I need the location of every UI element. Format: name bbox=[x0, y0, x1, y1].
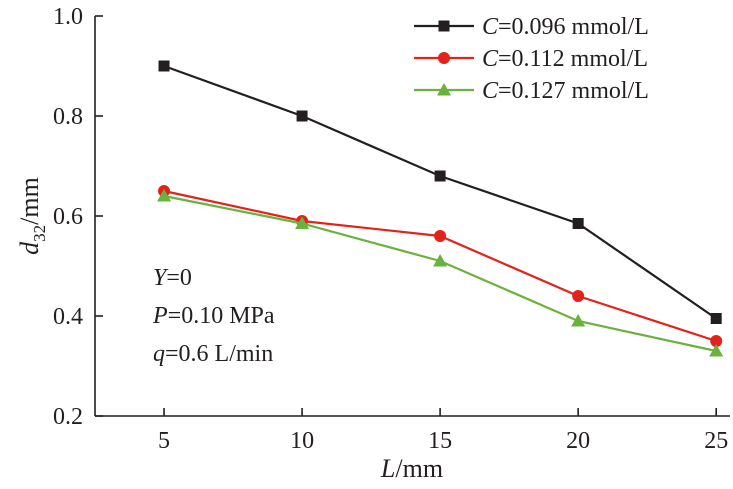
legend-label-rest: =0.112 mmol/L bbox=[498, 46, 648, 72]
y-tick-label: 1.0 bbox=[53, 4, 83, 30]
data-point bbox=[572, 290, 585, 302]
legend-marker bbox=[438, 20, 450, 32]
legend-label: C=0.127 mmol/L bbox=[482, 78, 649, 104]
legend-label-var: C bbox=[482, 78, 499, 104]
x-tick-label: 5 bbox=[158, 428, 170, 454]
y-tick-label: 0.2 bbox=[53, 404, 83, 430]
x-axis-title: L/mm bbox=[380, 454, 443, 483]
legend-label: C=0.096 mmol/L bbox=[482, 14, 649, 40]
y-tick-label: 0.4 bbox=[53, 304, 83, 330]
x-tick-label: 15 bbox=[428, 428, 452, 454]
x-tick-label: 25 bbox=[704, 428, 728, 454]
annotation-rest: =0.6 L/min bbox=[165, 341, 273, 367]
y-axis-title-sub: 32 bbox=[30, 225, 49, 242]
legend-label-rest: =0.096 mmol/L bbox=[498, 14, 649, 40]
x-tick-label: 20 bbox=[566, 428, 590, 454]
annotation-var: Y bbox=[153, 265, 169, 291]
annotation-var: P bbox=[152, 303, 168, 329]
legend-item: C=0.112 mmol/L bbox=[414, 46, 648, 72]
data-point bbox=[296, 110, 308, 122]
x-tick-label: 10 bbox=[290, 428, 314, 454]
y-tick-label: 0.6 bbox=[53, 204, 83, 230]
data-point bbox=[572, 218, 584, 229]
annotation-var: q bbox=[153, 341, 165, 367]
legend-item: C=0.127 mmol/L bbox=[414, 78, 649, 104]
x-axis-title-var: L bbox=[380, 454, 395, 483]
data-point bbox=[434, 230, 447, 242]
annotation-rest: =0 bbox=[166, 265, 192, 291]
chart-legend: C=0.096 mmol/LC=0.112 mmol/LC=0.127 mmol… bbox=[414, 14, 649, 104]
data-point bbox=[295, 216, 310, 229]
annotation-rest: =0.10 MPa bbox=[168, 303, 275, 329]
chart-axes: 0.2 0.4 0.6 0.8 1.0 5 10 15 20 25 bbox=[53, 4, 730, 454]
legend-label: C=0.112 mmol/L bbox=[482, 46, 648, 72]
series-2 bbox=[157, 189, 724, 357]
x-axis-title-rest: /mm bbox=[395, 454, 443, 483]
annotation-text: q=0.6 L/min bbox=[153, 341, 273, 367]
data-point bbox=[434, 170, 446, 182]
legend-item: C=0.096 mmol/L bbox=[414, 14, 649, 40]
y-tick-label: 0.8 bbox=[53, 104, 83, 130]
data-point bbox=[157, 189, 172, 202]
y-axis-title-var: d bbox=[15, 241, 44, 255]
series-0 bbox=[158, 60, 722, 324]
legend-marker bbox=[437, 83, 451, 96]
legend-label-var: C bbox=[482, 14, 499, 40]
legend-marker bbox=[438, 52, 450, 64]
legend-label-var: C bbox=[482, 46, 499, 72]
data-point bbox=[433, 254, 448, 267]
y-axis-title: d32/mm bbox=[15, 177, 49, 255]
annotation-text: P=0.10 MPa bbox=[152, 303, 275, 329]
data-point bbox=[709, 344, 724, 357]
data-point bbox=[710, 313, 722, 324]
data-point bbox=[710, 335, 723, 347]
chart-series bbox=[157, 60, 724, 357]
data-point bbox=[571, 314, 586, 327]
y-axis-title-rest: /mm bbox=[15, 177, 44, 225]
data-point bbox=[158, 60, 170, 72]
legend-label-rest: =0.127 mmol/L bbox=[498, 78, 649, 104]
annotation-text: Y=0 bbox=[153, 265, 192, 291]
